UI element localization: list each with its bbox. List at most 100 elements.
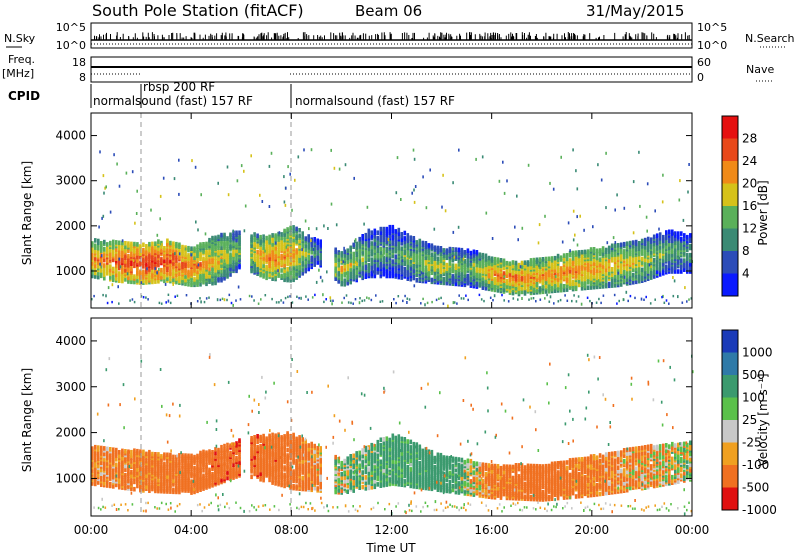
scatter-cell [316,260,319,265]
scatter-cell [580,264,584,269]
scatter-cell [640,247,644,253]
scatter-cell [298,238,301,244]
scatter-cell [373,228,377,234]
scatter-cell [211,455,214,461]
scatter-cell [289,172,291,176]
scatter-cell [619,262,623,267]
scatter-cell [478,293,481,297]
scatter-cell [688,163,690,166]
scatter-cell [175,254,178,260]
scatter-cell [205,476,208,481]
scatter-cell [576,243,579,247]
scatter-cell [127,469,130,475]
scatter-cell [433,227,436,231]
scatter-cell [118,468,121,473]
scatter-cell [197,263,200,267]
scatter-cell [589,285,593,290]
scatter-cell [134,221,136,225]
scatter-cell [175,484,178,489]
scatter-cell [174,252,176,256]
scatter-cell [283,237,286,243]
scatter-cell [391,224,395,230]
scatter-cell [397,295,400,298]
scatter-cell [119,265,122,269]
scatter-cell [322,293,324,297]
scatter-cell [382,255,386,261]
scatter-cell [517,238,519,242]
scatter-cell [132,259,135,263]
scatter-cell [253,435,256,440]
scatter-cell [113,153,115,157]
scatter-cell [458,294,460,297]
scatter-cell [469,277,473,283]
scatter-cell [640,238,644,244]
scatter-cell [355,256,358,261]
scatter-cell [159,217,161,221]
scatter-cell [325,298,327,301]
scatter-cell [162,176,165,180]
scatter-cell [363,222,365,226]
scatter-cell [340,256,343,262]
velocity-scatter-cells [91,353,694,516]
scatter-cell [223,298,226,302]
scatter-cell [658,264,662,270]
scatter-cell [379,300,382,303]
scatter-cell [175,276,178,281]
scatter-cell [409,249,413,255]
scatter-cell [261,200,264,203]
scatter-cell [278,231,281,235]
scatter-cell [631,240,635,245]
scatter-cell [404,294,406,298]
scatter-cell [304,250,307,256]
scatter-cell [430,243,434,248]
scatter-cell [465,294,467,297]
scatter-cell [397,227,401,233]
scatter-cell [142,486,145,491]
scatter-cell [157,261,160,266]
scatter-cell [661,200,664,204]
scatter-cell [394,229,398,234]
scatter-cell [91,446,94,451]
scatter-cell [575,169,577,173]
scatter-cell [202,242,205,247]
scatter-cell [598,257,602,262]
scatter-cell [595,248,599,254]
scatter-cell [358,240,361,246]
scatter-cell [169,266,172,271]
scatter-cell [586,263,590,269]
scatter-cell [160,248,163,253]
scatter-cell [430,277,434,283]
nave-tick-low: 0 [697,71,704,84]
scatter-cell [572,238,575,242]
scatter-cell [94,243,97,249]
scatter-cell [124,463,127,469]
scatter-cell [343,278,346,283]
scatter-cell [191,159,193,163]
scatter-cell [111,283,114,287]
scatter-cell [118,240,121,246]
scatter-cell [406,233,410,238]
scatter-cell [319,253,322,259]
scatter-cell [214,454,217,459]
freq-tick-low: 8 [79,71,86,84]
scatter-cell [163,258,166,264]
scatter-cell [91,246,94,252]
scatter-cell [607,258,611,263]
scatter-cell [370,230,374,235]
scatter-cell [94,457,97,463]
scatter-cell [265,244,268,250]
scatter-cell [665,251,668,257]
scatter-cell [124,478,127,483]
scatter-cell [217,460,220,466]
scatter-cell [403,236,407,241]
scatter-cell [689,262,692,267]
scatter-cell [121,266,124,271]
scatter-cell [232,455,235,460]
scatter-cell [382,254,384,258]
scatter-cell [136,483,139,489]
scatter-cell [674,231,677,236]
scatter-cell [668,260,671,265]
scatter-cell [622,249,626,254]
scatter-cell [172,478,175,484]
scatter-cell [145,249,148,254]
